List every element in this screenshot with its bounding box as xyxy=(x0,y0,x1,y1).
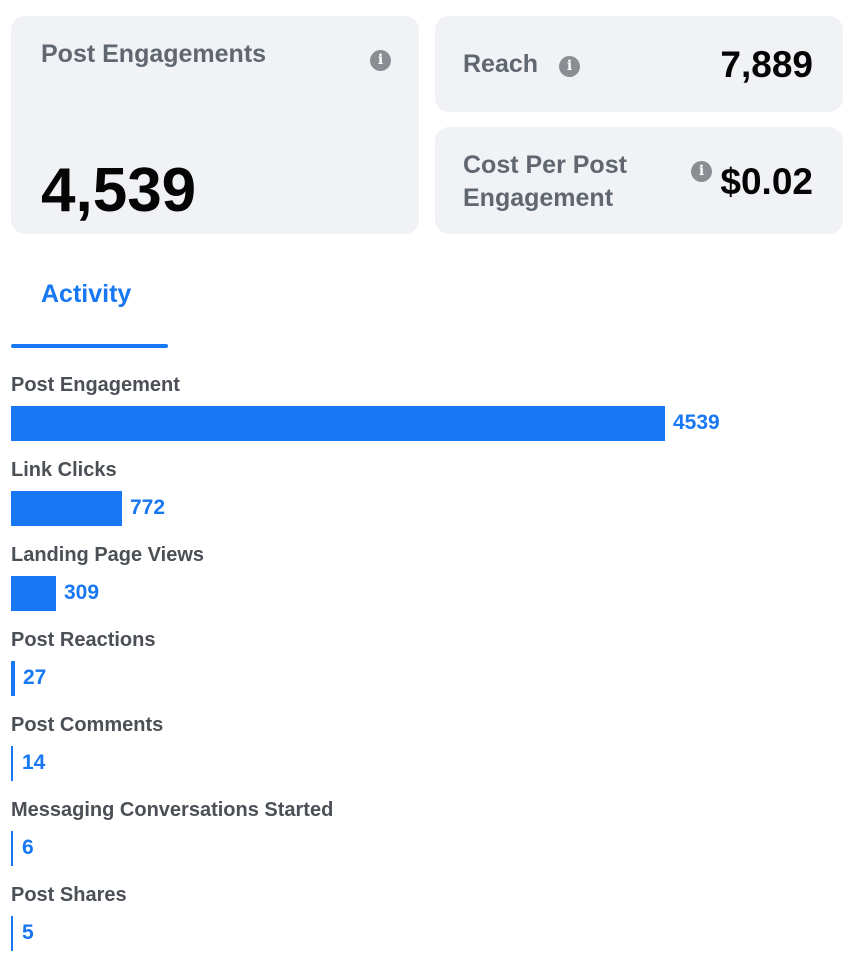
metric-label: Landing Page Views xyxy=(11,544,205,566)
activity-metric-row: Link Clicks 772 xyxy=(11,457,841,537)
metric-value: 4539 xyxy=(673,411,720,434)
metric-label: Post Comments xyxy=(11,714,164,736)
metric-label: Post Reactions xyxy=(11,629,156,651)
cost-per-engagement-label: Cost Per Post Engagement xyxy=(463,151,627,212)
activity-metric-row: Post Reactions 27 xyxy=(11,627,841,707)
tab-activity[interactable]: Activity xyxy=(11,270,168,348)
metric-value: 309 xyxy=(64,581,100,604)
metric-bar xyxy=(11,661,15,696)
activity-metric-row: Post Engagement 4539 xyxy=(11,372,841,452)
metric-value: 6 xyxy=(22,836,34,859)
info-icon[interactable]: i xyxy=(559,56,580,77)
post-engagements-value: 4,539 xyxy=(41,156,197,225)
cost-per-engagement-card: Cost Per Post Engagement i $0.02 xyxy=(435,127,843,234)
reach-card: Reach i 7,889 xyxy=(435,16,843,112)
activity-metric-row: Landing Page Views 309 xyxy=(11,542,841,622)
metric-bar xyxy=(11,746,13,781)
metric-label: Messaging Conversations Started xyxy=(11,799,334,821)
metric-value: 772 xyxy=(130,496,166,519)
metric-bar xyxy=(11,831,13,866)
metric-bar xyxy=(11,406,665,441)
reach-value: 7,889 xyxy=(720,44,813,85)
post-engagements-label: Post Engagements xyxy=(41,40,267,68)
info-icon[interactable]: i xyxy=(370,50,391,71)
metric-label: Link Clicks xyxy=(11,459,117,481)
activity-metric-row: Messaging Conversations Started 6 xyxy=(11,797,841,877)
post-engagements-card: Post Engagements i 4,539 xyxy=(11,16,419,234)
metric-value: 27 xyxy=(23,666,47,689)
activity-metric-row: Post Shares 5 xyxy=(11,882,841,962)
metric-label: Post Engagement xyxy=(11,374,180,396)
info-icon[interactable]: i xyxy=(691,161,712,182)
reach-label: Reach xyxy=(463,50,539,78)
active-tab-indicator xyxy=(11,344,168,348)
metric-value: 14 xyxy=(22,751,46,774)
cost-per-engagement-value: $0.02 xyxy=(720,161,813,202)
metric-value: 5 xyxy=(22,921,34,944)
activity-metric-row: Post Comments 14 xyxy=(11,712,841,792)
metric-bar xyxy=(11,916,13,951)
metric-bar xyxy=(11,491,122,526)
tab-activity-label: Activity xyxy=(41,280,132,308)
metric-label: Post Shares xyxy=(11,884,127,906)
metric-bar xyxy=(11,576,56,611)
